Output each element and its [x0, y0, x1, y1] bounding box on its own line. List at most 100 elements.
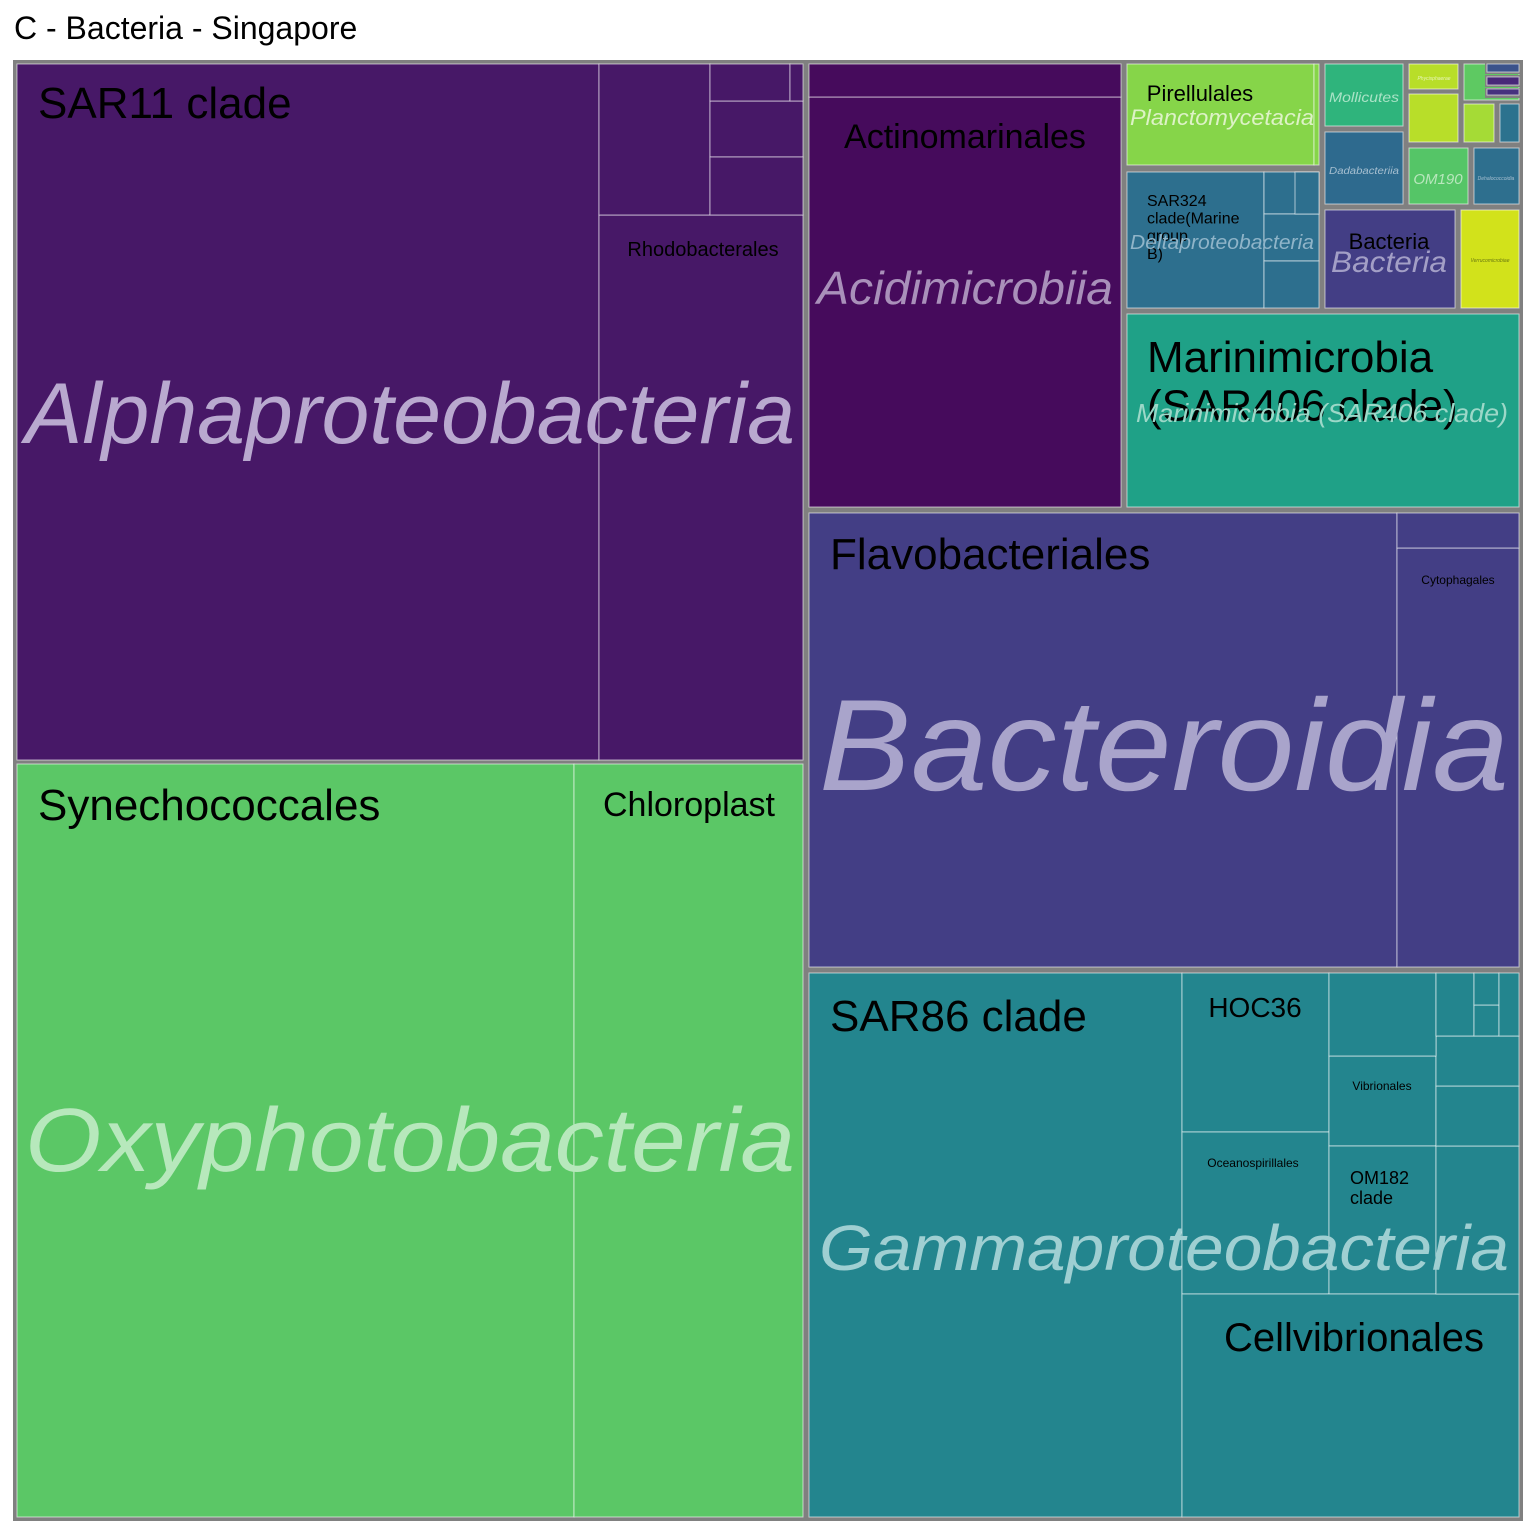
treemap-group [1462, 102, 1496, 144]
class-label: Gammaproteobacteria [819, 1212, 1509, 1284]
treemap-tile [1263, 260, 1320, 309]
treemap-tile [16, 763, 575, 1518]
order-label: Marinimicrobia (SAR406 clade) [1147, 333, 1458, 430]
treemap-group [807, 62, 1123, 509]
treemap-tile [1328, 1145, 1437, 1295]
treemap-tile [1313, 63, 1320, 166]
treemap-group [807, 511, 1521, 969]
order-label: SAR86 clade [830, 992, 1087, 1041]
treemap-tile [1473, 972, 1500, 1006]
treemap-tile [709, 156, 804, 216]
treemap-tile [1126, 63, 1315, 166]
class-label: Verrucomicrobiae [1471, 258, 1510, 264]
treemap-tile [1181, 1293, 1520, 1518]
order-label: HOC36 [1208, 992, 1301, 1023]
class-label: Bacteroidia [819, 672, 1509, 818]
treemap-tile [789, 63, 804, 102]
treemap-tile [1486, 76, 1520, 86]
class-label: Planctomycetacia [1130, 105, 1314, 130]
treemap-tile [1328, 972, 1437, 1057]
treemap-tile [1486, 63, 1520, 73]
treemap-tile [1396, 512, 1520, 549]
order-label: Cellvibrionales [1224, 1316, 1484, 1360]
treemap-tile [1499, 103, 1520, 143]
order-label: Chloroplast [603, 786, 776, 824]
treemap-tile [808, 96, 1122, 508]
order-label: Bacteria [1349, 229, 1430, 254]
treemap-tile [1324, 209, 1456, 309]
treemap-tile [1181, 972, 1330, 1133]
treemap-group [1323, 130, 1405, 206]
order-label: Vibrionales [1352, 1079, 1411, 1093]
treemap-group [1485, 88, 1521, 98]
treemap-group [15, 762, 805, 1519]
class-label: Oxyphotobacteria [25, 1091, 795, 1191]
treemap-tile [1408, 93, 1459, 143]
order-label: Actinomarinales [844, 118, 1086, 156]
treemap-tile [1486, 88, 1520, 96]
order-label: Synechococcales [38, 781, 380, 830]
treemap-tile [1324, 131, 1404, 205]
treemap-tile [709, 100, 804, 158]
order-label: Cytophagales [1421, 573, 1494, 587]
class-label: OM190 [1413, 171, 1463, 188]
treemap-tile [1396, 547, 1520, 968]
treemap-group [1498, 102, 1521, 144]
treemap-group [1125, 170, 1321, 310]
class-label: Deltaproteobacteria [1130, 232, 1314, 254]
treemap-group [1459, 208, 1521, 310]
treemap-tile [1463, 103, 1495, 143]
treemap-group [1407, 146, 1470, 206]
treemap-tile [709, 63, 791, 102]
treemap-group [1407, 62, 1460, 91]
treemap-group [1472, 146, 1521, 206]
treemap-group [1125, 312, 1521, 509]
treemap-group [1485, 75, 1521, 87]
treemap-group [1407, 92, 1460, 144]
treemap-group [15, 62, 805, 762]
treemap-group [1323, 62, 1405, 128]
treemap-tile [808, 63, 1122, 98]
treemap-tile [1408, 147, 1469, 205]
treemap-tile [1126, 313, 1520, 508]
treemap-tile [1294, 171, 1320, 215]
class-label: Dehalococcoidia [1478, 176, 1515, 182]
treemap-tile [1473, 147, 1520, 205]
class-label: Mollicutes [1329, 89, 1399, 105]
treemap-tile [808, 512, 1398, 968]
treemap-tile [808, 972, 1183, 1518]
class-label: Alphaproteobacteria [20, 366, 795, 462]
treemap-group [807, 971, 1521, 1519]
class-label: Acidimicrobiia [814, 262, 1113, 314]
order-label: Oceanospirillales [1207, 1156, 1298, 1170]
treemap-tile [1435, 1085, 1520, 1147]
treemap-tile [1435, 1145, 1520, 1295]
order-label: Flavobacteriales [830, 530, 1150, 579]
order-label: Rhodobacterales [627, 239, 778, 261]
order-label: OM182 clade [1350, 1168, 1409, 1208]
treemap-tile [573, 763, 804, 1518]
treemap-tile [1328, 1055, 1437, 1147]
treemap-tile [1498, 972, 1520, 1037]
treemap-tile [1126, 171, 1265, 309]
class-label: Bacteria [1331, 246, 1447, 279]
order-label: Pirellulales [1147, 81, 1253, 106]
order-label: SAR324 clade(Marine group B) [1147, 193, 1240, 263]
treemap-tile [1473, 1004, 1500, 1037]
treemap-tile [1263, 213, 1320, 262]
treemap-tile [1408, 63, 1459, 90]
treemap-tile [598, 214, 804, 761]
treemap-tile [1181, 1131, 1330, 1295]
treemap-group [1485, 62, 1521, 74]
treemap-tile [1435, 1035, 1520, 1087]
class-label: Marinimicrobia (SAR406 clade) [1136, 398, 1508, 428]
treemap-tile [1435, 972, 1475, 1037]
order-label: SAR11 clade [38, 79, 292, 128]
chart-title: C - Bacteria - Singapore [14, 10, 358, 46]
treemap-tile [598, 63, 711, 216]
treemap-group [1323, 208, 1457, 310]
treemap-group [1125, 62, 1321, 167]
treemap-tile [1460, 209, 1520, 309]
treemap-tile [1324, 63, 1404, 127]
